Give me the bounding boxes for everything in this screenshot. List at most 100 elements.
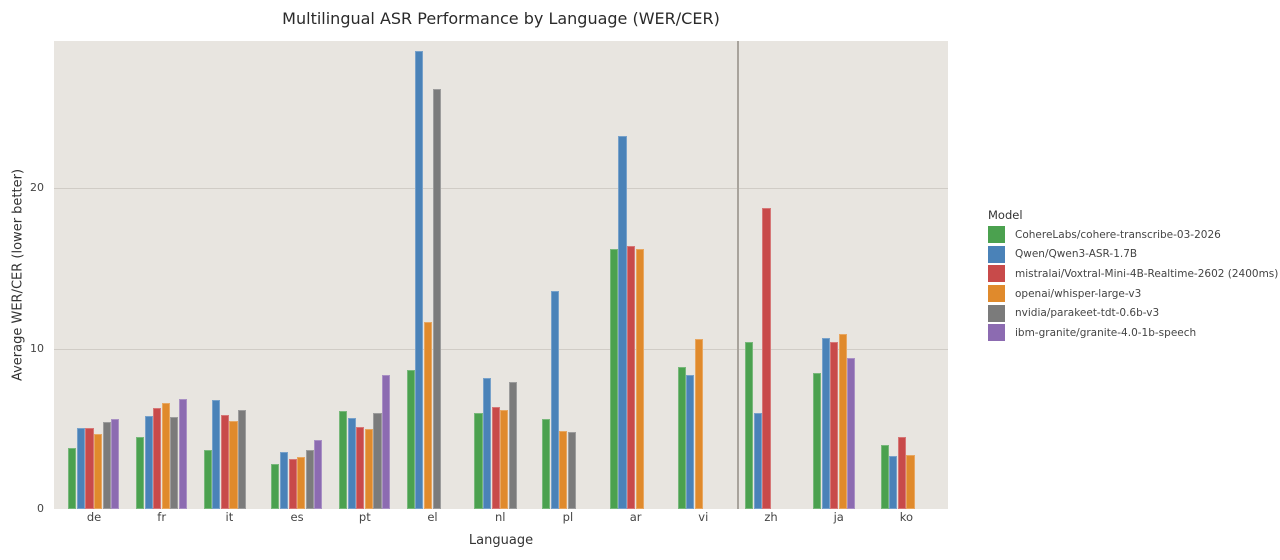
- bar-es-series-5: [314, 440, 323, 509]
- legend-label: mistralai/Voxtral-Mini-4B-Realtime-2602 …: [1015, 267, 1279, 280]
- legend-swatch: [988, 304, 1005, 322]
- legend-item[interactable]: ibm-granite/granite-4.0-1b-speech: [988, 323, 1278, 343]
- x-tick-label: it: [225, 510, 234, 524]
- legend-swatch: [988, 324, 1005, 342]
- bar-nl-series-1: [483, 378, 492, 509]
- legend-item[interactable]: nvidia/parakeet-tdt-0.6b-v3: [988, 303, 1278, 323]
- x-tick-label: zh: [764, 510, 778, 524]
- legend-item[interactable]: Qwen/Qwen3-ASR-1.7B: [988, 245, 1278, 265]
- legend-label: nvidia/parakeet-tdt-0.6b-v3: [1015, 307, 1160, 320]
- bar-de-series-1: [76, 428, 85, 509]
- bar-de-series-5: [111, 419, 120, 509]
- x-tick-label: vi: [698, 510, 709, 524]
- bar-ar-series-1: [618, 136, 627, 509]
- x-tick-label: pl: [562, 510, 574, 524]
- legend-item[interactable]: CohereLabs/cohere-transcribe-03-2026: [988, 225, 1278, 245]
- legend-item[interactable]: openai/whisper-large-v3: [988, 284, 1278, 304]
- bar-pt-series-4: [373, 412, 382, 509]
- y-axis-label: Average WER/CER (lower better): [10, 168, 26, 382]
- bar-ja-series-0: [812, 372, 822, 509]
- bar-zh-series-0: [745, 341, 754, 509]
- legend-swatch: [988, 245, 1005, 263]
- bar-es-series-3: [297, 456, 306, 509]
- bar-ja-series-5: [847, 358, 856, 509]
- x-tick-label: ja: [833, 510, 844, 524]
- bar-el-series-0: [406, 369, 415, 509]
- bar-ar-series-3: [635, 248, 644, 509]
- x-tick-label: nl: [494, 510, 506, 524]
- bar-ar-series-0: [609, 248, 618, 509]
- bar-it-series-0: [203, 449, 212, 509]
- legend-swatch: [988, 226, 1005, 244]
- legend-swatch: [988, 265, 1005, 283]
- bar-it-series-1: [212, 400, 221, 509]
- bar-it-series-3: [229, 420, 238, 509]
- x-tick-label: el: [427, 510, 438, 524]
- legend-swatch: [988, 285, 1005, 303]
- bar-fr-series-1: [144, 416, 153, 509]
- bar-de-series-4: [102, 422, 111, 509]
- bar-ar-series-2: [627, 246, 636, 509]
- bar-vi-series-3: [694, 339, 703, 509]
- x-tick-label: es: [290, 510, 304, 524]
- bar-nl-series-4: [508, 382, 517, 509]
- legend-title: Model: [988, 208, 1023, 222]
- bar-ja-series-2: [830, 342, 839, 509]
- bar-nl-series-2: [491, 407, 500, 509]
- x-tick-label: fr: [157, 510, 167, 524]
- bar-ja-series-3: [838, 333, 847, 509]
- gridline: [54, 348, 948, 350]
- bar-fr-series-2: [153, 408, 162, 509]
- bar-pt-series-1: [347, 417, 356, 509]
- bar-ko-series-1: [889, 456, 898, 509]
- y-tick-label: 10: [30, 341, 44, 355]
- legend-label: CohereLabs/cohere-transcribe-03-2026: [1015, 228, 1221, 241]
- bar-zh-series-1: [753, 412, 762, 509]
- y-tick-label: 20: [30, 181, 44, 195]
- bar-el-series-1: [415, 50, 424, 509]
- group-separator: [737, 41, 739, 509]
- y-tick-label: 0: [37, 502, 44, 515]
- bar-es-series-4: [305, 449, 314, 509]
- bar-es-series-2: [288, 458, 297, 509]
- bar-el-series-4: [432, 89, 441, 509]
- legend-label: ibm-granite/granite-4.0-1b-speech: [1015, 326, 1197, 339]
- legend-items: CohereLabs/cohere-transcribe-03-2026 Qwen…: [988, 225, 1278, 343]
- chart-title: Multilingual ASR Performance by Language…: [282, 9, 720, 28]
- bar-pt-series-3: [364, 428, 373, 509]
- legend-label: Qwen/Qwen3-ASR-1.7B: [1015, 248, 1138, 261]
- bar-nl-series-0: [474, 412, 483, 509]
- x-tick-label: de: [86, 510, 102, 524]
- bar-it-series-2: [220, 415, 229, 509]
- legend-item[interactable]: mistralai/Voxtral-Mini-4B-Realtime-2602 …: [988, 264, 1278, 284]
- bar-vi-series-1: [686, 375, 695, 509]
- bar-de-series-3: [94, 433, 103, 509]
- bar-pl-series-1: [550, 291, 559, 509]
- x-axis-label: Language: [468, 533, 534, 548]
- bar-ko-series-3: [906, 455, 915, 509]
- bar-ko-series-2: [897, 436, 906, 509]
- bar-ja-series-1: [821, 337, 830, 509]
- x-tick-label: ko: [899, 510, 914, 524]
- bar-de-series-0: [68, 448, 77, 509]
- x-tick-label: pt: [358, 510, 371, 524]
- gridline: [54, 188, 948, 190]
- bar-pt-series-2: [356, 427, 365, 509]
- bar-el-series-3: [423, 322, 433, 509]
- bar-fr-series-3: [161, 403, 170, 509]
- bar-ko-series-0: [880, 444, 889, 509]
- bar-pl-series-0: [542, 419, 551, 509]
- legend: Model CohereLabs/cohere-transcribe-03-20…: [988, 208, 1278, 343]
- bar-pl-series-3: [559, 431, 568, 509]
- bar-it-series-4: [238, 410, 247, 509]
- x-tick-label: ar: [629, 510, 642, 524]
- bar-es-series-0: [271, 464, 280, 509]
- bar-fr-series-5: [178, 399, 188, 509]
- bar-fr-series-4: [170, 416, 179, 509]
- plot-area: [54, 41, 948, 509]
- bar-pt-series-0: [339, 411, 348, 509]
- legend-label: openai/whisper-large-v3: [1015, 287, 1142, 300]
- bar-vi-series-0: [677, 367, 686, 509]
- bar-fr-series-0: [135, 436, 145, 509]
- bar-nl-series-3: [500, 409, 509, 509]
